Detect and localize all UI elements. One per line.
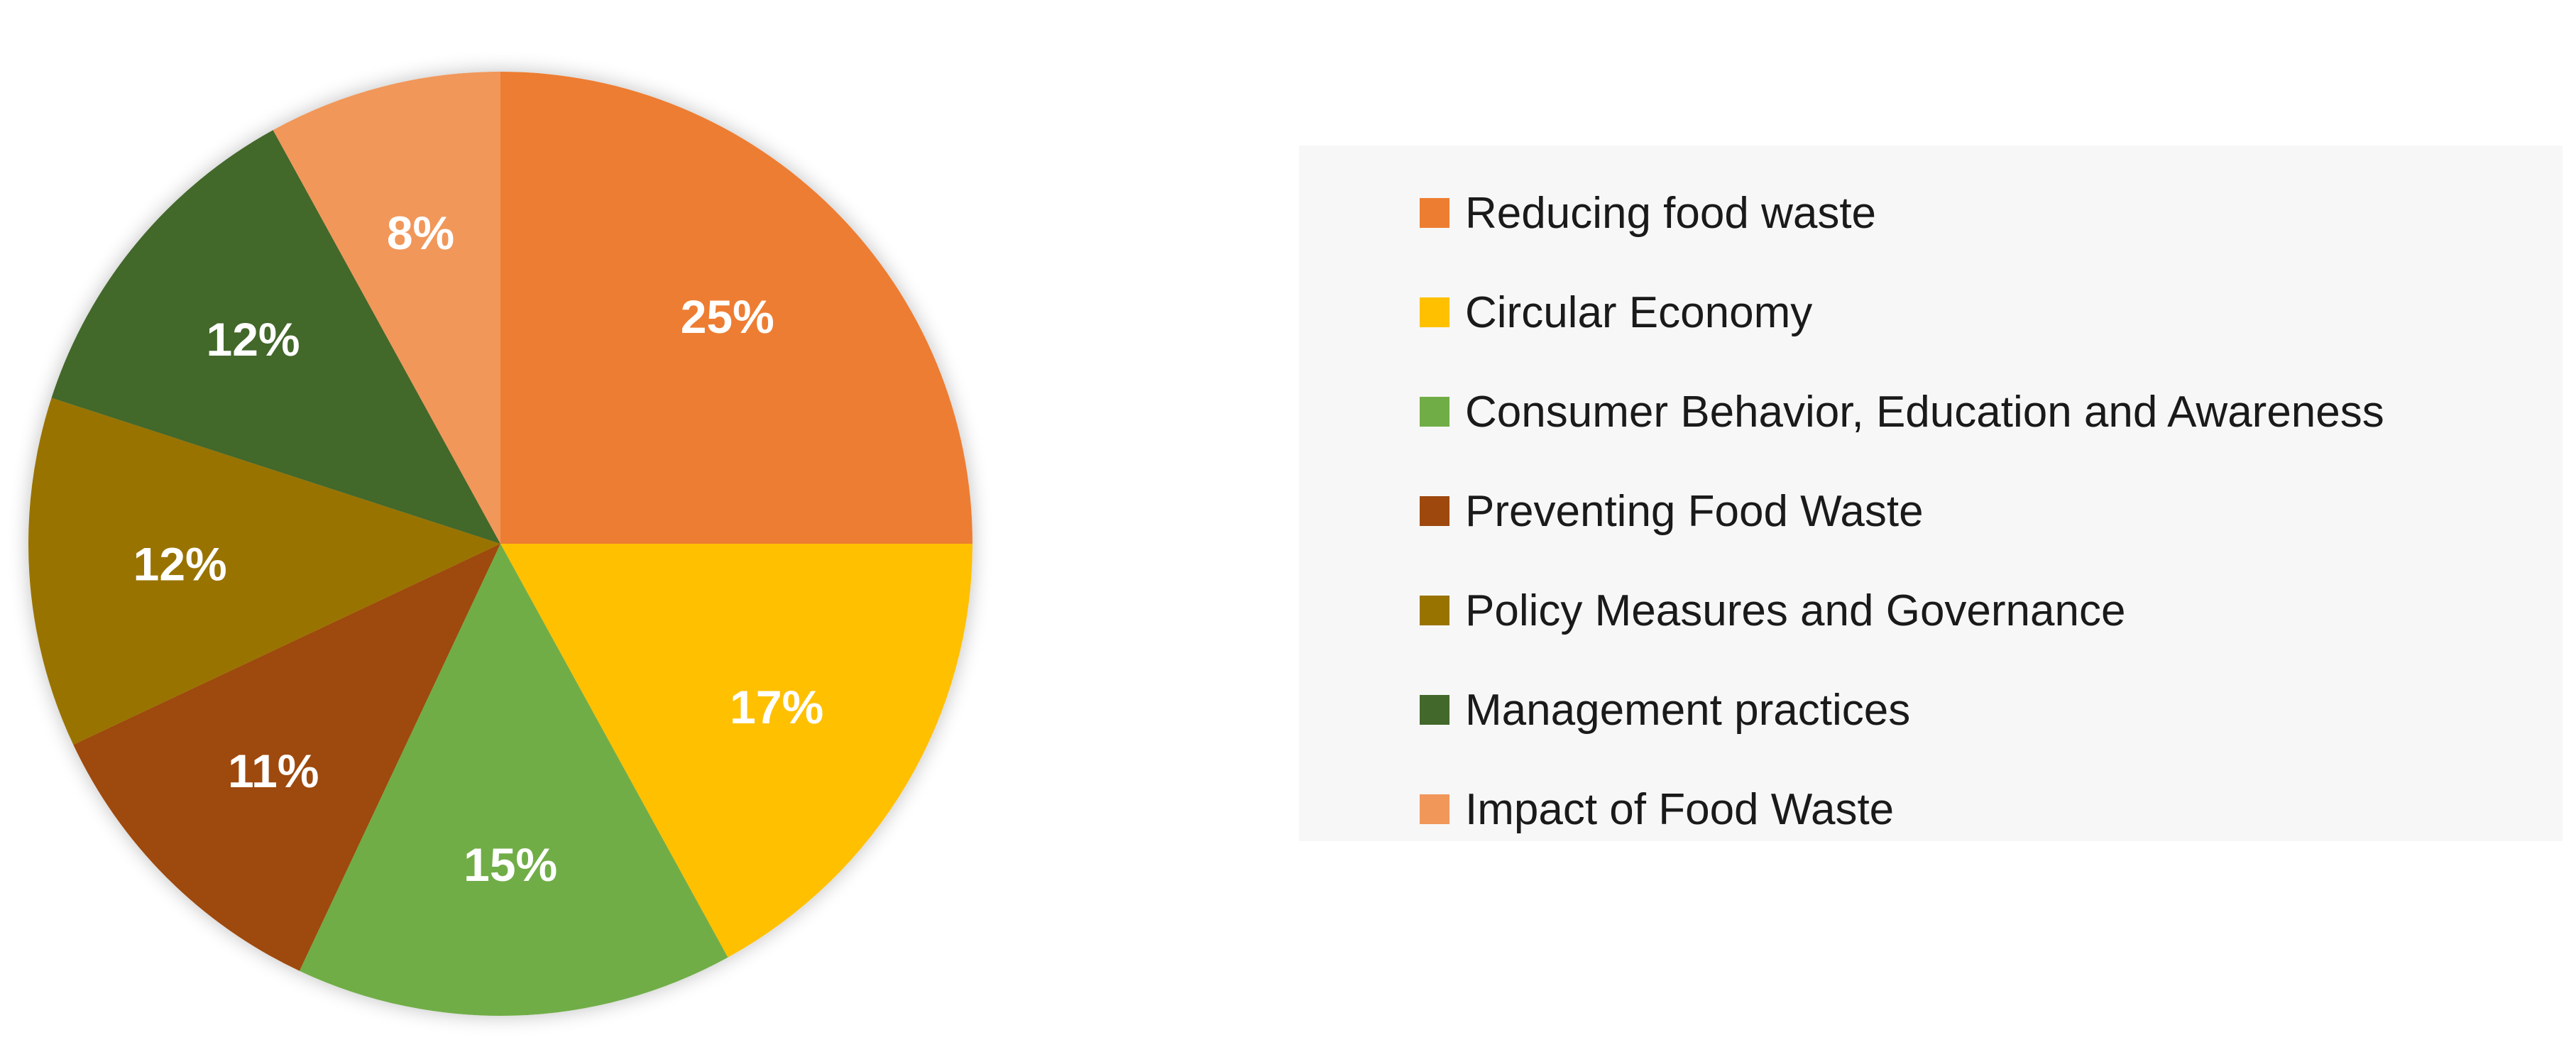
legend-label: Circular Economy (1465, 287, 1813, 337)
pie-slice-reducing-food-waste (500, 72, 972, 544)
legend-swatch (1420, 496, 1449, 526)
legend-swatch (1420, 695, 1449, 725)
legend-swatch (1420, 596, 1449, 625)
legend-label: Consumer Behavior, Education and Awarene… (1465, 387, 2384, 437)
legend-item-reducing-food-waste: Reducing food waste (1420, 163, 2563, 263)
data-label-impact-of-food-waste: 8% (387, 207, 454, 259)
legend-item-policy-measures: Policy Measures and Governance (1420, 561, 2563, 660)
legend-swatch (1420, 198, 1449, 228)
data-label-policy-measures-and-governance: 12% (133, 537, 227, 590)
legend-label: Impact of Food Waste (1465, 784, 1895, 834)
legend-swatch (1420, 297, 1449, 327)
pie-chart: 25% 17% 15% 11% 12% 12% 8% (28, 72, 972, 1016)
legend-item-impact-of-food-waste: Impact of Food Waste (1420, 760, 2563, 859)
legend-swatch (1420, 397, 1449, 427)
legend-item-management-practices: Management practices (1420, 660, 2563, 760)
pie-slice-management-practices (51, 130, 500, 544)
pie-slice-circular-economy (500, 544, 972, 958)
pie-slice-policy-measures-and-governance (28, 398, 501, 745)
legend-item-consumer-behavior: Consumer Behavior, Education and Awarene… (1420, 362, 2563, 461)
pie-slice-impact-of-food-waste (273, 72, 500, 544)
pie-data-labels: 25% 17% 15% 11% 12% 12% 8% (133, 207, 824, 891)
pie-slice-consumer-behavior-education-and-awareness (299, 544, 728, 1016)
data-label-preventing-food-waste: 11% (228, 745, 319, 797)
pie-slices (28, 72, 972, 1016)
data-label-circular-economy: 17% (730, 681, 823, 733)
legend-item-preventing-food-waste: Preventing Food Waste (1420, 461, 2563, 561)
legend-swatch (1420, 794, 1449, 824)
legend-label: Policy Measures and Governance (1465, 586, 2126, 635)
chart-legend: Reducing food waste Circular Economy Con… (1299, 146, 2563, 841)
legend-label: Reducing food waste (1465, 188, 1877, 238)
data-label-reducing-food-waste: 25% (681, 290, 774, 343)
data-label-consumer-behavior-education-and-awareness: 15% (464, 838, 557, 891)
data-label-management-practices: 12% (207, 313, 300, 366)
legend-label: Management practices (1465, 685, 1911, 735)
legend-label: Preventing Food Waste (1465, 486, 1924, 536)
legend-item-circular-economy: Circular Economy (1420, 263, 2563, 362)
pie-slice-preventing-food-waste (73, 544, 500, 971)
